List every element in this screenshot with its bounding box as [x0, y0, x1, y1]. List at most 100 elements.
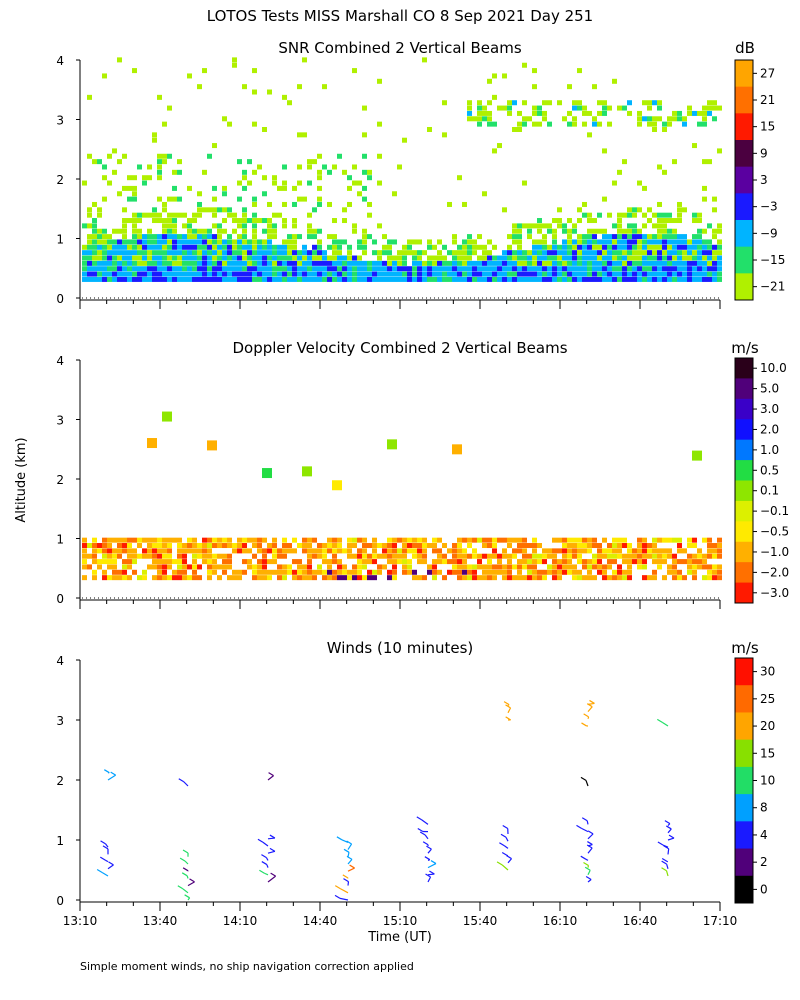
doppler-cell [327, 548, 332, 554]
snr-cell [252, 266, 257, 272]
snr-cell [267, 260, 272, 266]
snr-cell [627, 276, 632, 282]
wind-barb [267, 875, 277, 883]
doppler-cell [397, 537, 402, 543]
snr-cell [457, 255, 462, 261]
doppler-cell [117, 575, 122, 581]
snr-cell [97, 239, 102, 245]
snr-cell [167, 196, 172, 202]
snr-cell [712, 260, 717, 266]
snr-cell [292, 276, 297, 282]
snr-cell [442, 271, 447, 277]
doppler-cell [612, 559, 617, 565]
snr-cell [487, 260, 492, 266]
doppler-cell [417, 559, 422, 565]
colorbar-swatch [735, 398, 753, 420]
snr-cell [242, 185, 247, 191]
snr-cell [587, 218, 592, 224]
doppler-cell [392, 559, 397, 565]
snr-cell [592, 239, 597, 245]
wind-barb-flag [424, 856, 431, 861]
snr-cell [347, 266, 352, 272]
doppler-cell [567, 569, 572, 575]
snr-cell [302, 266, 307, 272]
doppler-cell [357, 553, 362, 559]
snr-cell [577, 250, 582, 256]
wind-barb-flag [102, 845, 109, 850]
doppler-cell [467, 543, 472, 549]
snr-cell [707, 266, 712, 272]
snr-cell [262, 239, 267, 245]
snr-cell [212, 143, 217, 149]
snr-cell [237, 239, 242, 245]
snr-cell [212, 260, 217, 266]
snr-cell [117, 239, 122, 245]
snr-cell [602, 239, 607, 245]
doppler-cell [287, 564, 292, 570]
snr-cell [682, 260, 687, 266]
snr-cell [537, 223, 542, 229]
snr-cell [537, 255, 542, 261]
snr-cell [177, 250, 182, 256]
wind-barb [339, 888, 349, 894]
colorbar-label: 10 [760, 774, 775, 788]
doppler-cell [92, 553, 97, 559]
snr-cell [412, 266, 417, 272]
snr-cell [517, 121, 522, 127]
snr-cell [642, 116, 647, 122]
snr-cell [672, 266, 677, 272]
doppler-cell [387, 559, 392, 565]
snr-cell [287, 255, 292, 261]
doppler-cell [677, 548, 682, 554]
snr-cell [662, 212, 667, 218]
snr-cell [572, 255, 577, 261]
snr-cell [532, 255, 537, 261]
doppler-cell [457, 543, 462, 549]
snr-cell [592, 260, 597, 266]
snr-cell [292, 201, 297, 207]
doppler-cell [272, 543, 277, 549]
doppler-cell [502, 575, 507, 581]
snr-cell [242, 84, 247, 90]
snr-cell [192, 271, 197, 277]
snr-cell [707, 159, 712, 165]
doppler-cell [662, 537, 667, 543]
wind-barb-flag [664, 820, 671, 825]
snr-cell [97, 244, 102, 250]
doppler-cell [167, 548, 172, 554]
doppler-cell [387, 537, 392, 543]
snr-cell [432, 266, 437, 272]
snr-cell [677, 255, 682, 261]
snr-cell [502, 207, 507, 213]
doppler-cell [267, 575, 272, 581]
snr-cell [117, 191, 122, 197]
doppler-cell [637, 537, 642, 543]
snr-cell [527, 223, 532, 229]
wind-barb [105, 843, 109, 848]
snr-cell [432, 260, 437, 266]
snr-cell [327, 234, 332, 240]
snr-cell [642, 271, 647, 277]
doppler-cell [457, 548, 462, 554]
doppler-cell [617, 569, 622, 575]
snr-cell [257, 250, 262, 256]
snr-cell [237, 196, 242, 202]
colorbar-swatch [735, 378, 753, 400]
doppler-cell [602, 553, 607, 559]
doppler-cell [347, 543, 352, 549]
snr-cell [437, 271, 442, 277]
doppler-cell [687, 559, 692, 565]
doppler-cell [412, 569, 417, 575]
doppler-cell [312, 548, 317, 554]
snr-cell [102, 266, 107, 272]
doppler-cell [347, 548, 352, 554]
wind-barb-flag [349, 864, 355, 869]
snr-cell [222, 191, 227, 197]
snr-cell [427, 239, 432, 245]
snr-cell [217, 228, 222, 234]
snr-cell [702, 255, 707, 261]
snr-cell [117, 250, 122, 256]
doppler-cell [387, 548, 392, 554]
doppler-cell [102, 543, 107, 549]
